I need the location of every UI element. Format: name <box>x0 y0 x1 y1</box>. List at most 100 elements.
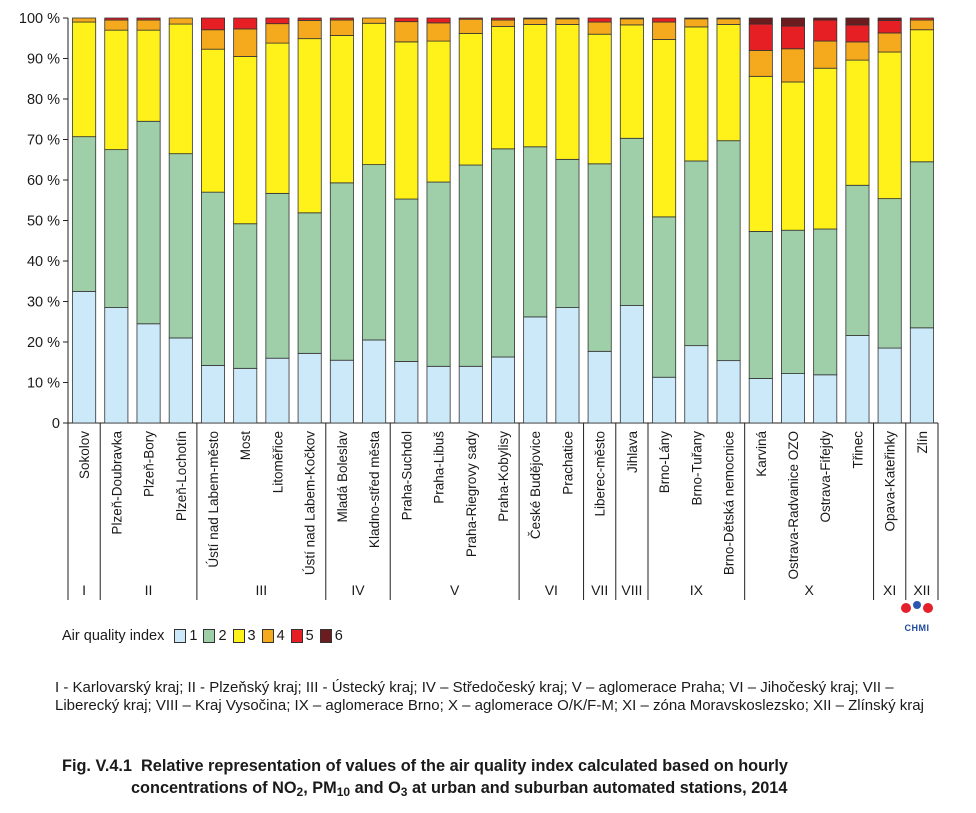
bar-segment-2 <box>233 223 258 369</box>
category-label: Brno-Lány <box>657 431 672 494</box>
bar-segment-5 <box>490 17 515 21</box>
caption-prefix: Fig. V.4.1 <box>62 757 132 775</box>
bar-segment-1 <box>394 361 419 424</box>
bar-segment-5 <box>748 23 773 51</box>
bar-segment-5 <box>813 19 838 42</box>
bar-segment-1 <box>909 327 934 424</box>
bar-segment-2 <box>394 198 419 362</box>
bar-segment-3 <box>813 67 838 230</box>
caption-sub-3: 3 <box>400 785 408 799</box>
bar-segment-3 <box>72 21 97 138</box>
legend-label-6: 6 <box>334 628 343 644</box>
bar-segment-3 <box>136 29 161 122</box>
bar-segment-2 <box>168 153 193 339</box>
category-label: Jihlava <box>625 431 640 474</box>
bar-segment-1 <box>813 374 838 424</box>
category-label: Praha-Libuš <box>432 431 447 504</box>
category-label: Most <box>238 431 253 461</box>
bar-segment-3 <box>619 24 644 139</box>
bar-segment-4 <box>394 21 419 43</box>
bar-segment-5 <box>555 17 580 20</box>
legend-swatch-2 <box>203 629 216 643</box>
bar-segment-4 <box>716 18 741 25</box>
caption-text-1: Relative representation of values of the… <box>141 757 788 775</box>
bar-segment-2 <box>136 120 161 325</box>
bar-segment-2 <box>329 182 354 361</box>
bar-segment-3 <box>490 26 515 150</box>
bar-segment-2 <box>265 192 290 359</box>
category-label: Plzeň-Doubravka <box>109 431 124 535</box>
bar-segment-1 <box>748 378 773 424</box>
bar-segment-2 <box>362 164 387 341</box>
bar-segment-3 <box>781 81 806 231</box>
legend-item-3: 3 <box>232 628 256 644</box>
bar-segment-2 <box>426 181 451 367</box>
category-label: Kladno-střed města <box>367 431 382 549</box>
bar-segment-4 <box>362 17 387 24</box>
bar-segment-2 <box>909 161 934 329</box>
legend-swatch-1 <box>174 629 187 643</box>
region-label: II <box>145 582 153 598</box>
bar-segment-4 <box>684 18 709 28</box>
bar-segment-1 <box>458 365 483 424</box>
category-label: Praha-Kobylisy <box>496 431 511 522</box>
category-label: Ústí nad Labem-město <box>206 431 221 568</box>
region-labels: I II III IV V VI VII VIII IX X XI XII <box>82 423 930 600</box>
legend-item-6: 6 <box>319 628 343 644</box>
category-label: Ostrava-Fifejdy <box>818 431 833 523</box>
bar-segment-2 <box>490 148 515 358</box>
region-label: IV <box>351 582 365 598</box>
bar-segment-1 <box>297 352 322 424</box>
caption-sub-1: 2 <box>296 785 304 799</box>
bar-segment-2 <box>523 146 548 318</box>
bar-segment-3 <box>200 48 225 193</box>
bar-segment-5 <box>684 17 709 20</box>
legend-label-3: 3 <box>247 628 256 644</box>
bar-segment-5 <box>523 17 548 20</box>
bar-segment-2 <box>845 184 870 336</box>
category-label: Litoměřice <box>270 431 285 493</box>
bar-segment-5 <box>426 17 451 24</box>
bar-segment-4 <box>909 19 934 31</box>
category-label: Karviná <box>754 431 769 477</box>
bar-segment-4 <box>426 22 451 42</box>
bar-segment-4 <box>329 19 354 36</box>
bar-segment-4 <box>458 18 483 34</box>
bar-segment-3 <box>426 40 451 183</box>
bar-segment-4 <box>813 40 838 69</box>
bar-segment-6 <box>877 17 902 21</box>
category-label: Opava-Kateřinky <box>883 431 898 532</box>
bar-segment-3 <box>329 35 354 184</box>
caption-text-2d: at urban and suburban automated stations… <box>407 779 788 797</box>
region-label: III <box>255 582 267 598</box>
bar-segment-1 <box>136 323 161 424</box>
bar-segment-2 <box>877 198 902 349</box>
category-label: Brno-Tuřany <box>689 431 704 506</box>
bar-segment-4 <box>587 21 612 35</box>
bar-segment-4 <box>619 18 644 26</box>
legend-label-4: 4 <box>276 628 285 644</box>
bar-segment-5 <box>845 24 870 43</box>
bar-segment-4 <box>104 19 129 31</box>
bar-segment-1 <box>781 373 806 424</box>
y-tick-label: 90 % <box>27 52 60 68</box>
legend-item-4: 4 <box>261 628 285 644</box>
bar-segment-4 <box>845 41 870 61</box>
bar-segment-5 <box>458 17 483 20</box>
category-label: České Budějovice <box>528 431 543 539</box>
legend-swatch-3 <box>232 629 245 643</box>
bar-segment-1 <box>587 350 612 424</box>
bar-segment-3 <box>168 23 193 155</box>
bar-segment-5 <box>200 17 225 31</box>
bar-segment-1 <box>523 316 548 424</box>
bar-segment-4 <box>72 17 97 23</box>
bar-segment-1 <box>426 365 451 424</box>
bar-segment-3 <box>104 29 129 151</box>
bar-segment-3 <box>845 59 870 186</box>
category-label: Praha-Riegrovy sady <box>464 431 479 557</box>
bar-segment-5 <box>909 17 934 21</box>
bar-segment-4 <box>652 21 677 40</box>
y-tick-label: 0 <box>52 416 60 432</box>
category-label: Plzeň-Bory <box>142 431 157 497</box>
y-tick-label: 20 % <box>27 335 60 351</box>
